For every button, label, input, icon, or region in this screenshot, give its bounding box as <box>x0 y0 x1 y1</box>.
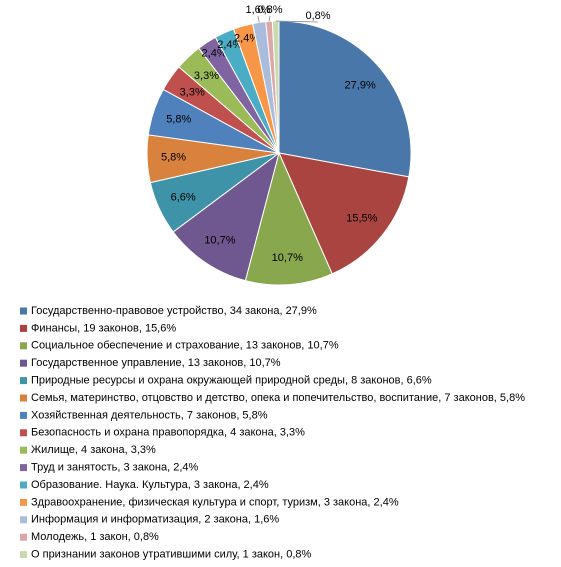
data-label: 3,3% <box>180 87 205 99</box>
legend-swatch <box>20 411 27 419</box>
legend-label: Финансы, 19 законов, 15,6% <box>31 322 176 334</box>
legend-swatch <box>20 464 27 472</box>
data-label: 3,3% <box>194 70 219 82</box>
legend-swatch <box>20 516 27 524</box>
data-label: 10,7% <box>204 234 235 246</box>
legend-label: Социальное обеспечение и страхование, 13… <box>31 340 339 352</box>
legend-swatch <box>20 481 27 489</box>
leader-line <box>275 20 319 23</box>
legend-label: Хозяйственная деятельность, 7 законов, 5… <box>31 409 268 421</box>
legend-label: Образование. Наука. Культура, 3 закона, … <box>31 479 269 491</box>
pie-slice <box>172 151 280 282</box>
data-label: 5,8% <box>166 114 191 126</box>
legend-label: Безопасность и охрана правопорядка, 4 за… <box>31 427 305 439</box>
legend-label: Государственно-правовое устройство, 34 з… <box>31 305 317 317</box>
legend-label: Труд и занятость, 3 закона, 2,4% <box>31 462 198 474</box>
legend-swatch <box>20 498 27 506</box>
legend-swatch <box>20 533 27 541</box>
legend-label: Государственное управление, 13 законов, … <box>31 357 281 369</box>
legend-swatch <box>20 377 27 385</box>
legend-label: Семья, материнство, отцовство и детство,… <box>31 392 525 404</box>
legend-swatch <box>20 342 27 350</box>
data-label: 1,6% <box>245 4 270 16</box>
legend-label: Жилище, 4 закона, 3,3% <box>31 444 156 456</box>
legend-label: Молодежь, 1 закон, 0,8% <box>31 531 159 543</box>
legend-label: О признании законов утратившими силу, 1 … <box>31 549 312 561</box>
pie-slice <box>278 20 412 178</box>
legend-label: Здравоохранение, физическая культура и с… <box>31 496 399 508</box>
pie-slice <box>244 151 333 286</box>
data-label: 27,9% <box>345 79 376 91</box>
legend-swatch <box>20 324 27 332</box>
legend-swatch <box>20 394 27 402</box>
leader-line <box>268 15 271 22</box>
data-label: 5,8% <box>161 152 186 164</box>
data-label: 15,5% <box>346 212 377 224</box>
legend-swatch <box>20 551 27 559</box>
data-label: 0,8% <box>257 4 282 16</box>
legend-swatch <box>20 307 27 315</box>
legend-swatch <box>20 446 27 454</box>
data-label: 2,4% <box>217 39 242 51</box>
leader-line <box>257 15 260 23</box>
legend-label: Информация и информатизация, 2 закона, 1… <box>31 514 279 526</box>
legend-swatch <box>20 429 27 437</box>
data-label: 2,4% <box>234 33 259 45</box>
legend-label: Природные ресурсы и охрана окружающей пр… <box>31 375 432 387</box>
legend-swatch <box>20 359 27 367</box>
data-label: 10,7% <box>272 252 303 264</box>
data-label: 0,8% <box>305 10 330 22</box>
data-label: 6,6% <box>171 191 196 203</box>
data-label: 2,4% <box>202 47 227 59</box>
pie-slice <box>278 152 410 275</box>
